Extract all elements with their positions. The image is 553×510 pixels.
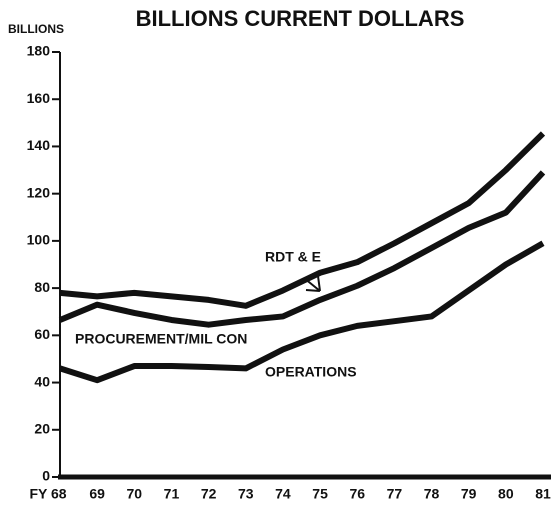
series-label: RDT & E xyxy=(265,249,321,265)
x-tick-label: 79 xyxy=(461,486,477,502)
y-tick-label: 160 xyxy=(27,90,51,106)
x-tick-label: 77 xyxy=(387,486,403,502)
series-label: OPERATIONS xyxy=(265,364,357,380)
y-tick-label: 60 xyxy=(34,326,50,342)
y-tick-label: 120 xyxy=(27,184,51,200)
series-line xyxy=(59,240,545,384)
x-tick-label: 69 xyxy=(89,486,105,502)
series-line xyxy=(59,131,546,309)
y-tick-label: 180 xyxy=(27,43,51,59)
x-tick-label: 72 xyxy=(201,486,217,502)
y-tick-label: 80 xyxy=(34,279,50,295)
y-tick-label: 40 xyxy=(34,373,50,389)
series-label: PROCUREMENT/MIL CON xyxy=(75,331,247,347)
x-tick-label: 76 xyxy=(349,486,365,502)
x-tick-label: 73 xyxy=(238,486,254,502)
chart-title: BILLIONS CURRENT DOLLARS xyxy=(136,6,465,31)
x-tick-label: 81 xyxy=(535,486,551,502)
x-tick-label: 78 xyxy=(424,486,440,502)
x-tick-label: 70 xyxy=(127,486,143,502)
x-tick-label: FY 68 xyxy=(29,486,66,502)
y-axis-label: BILLIONS xyxy=(8,22,64,36)
y-tick-label: 140 xyxy=(27,137,51,153)
x-tick-label: 75 xyxy=(312,486,328,502)
y-tick-label: 20 xyxy=(34,420,50,436)
series-line xyxy=(58,170,546,328)
y-tick-label: 0 xyxy=(42,468,50,484)
x-tick-label: 71 xyxy=(164,486,180,502)
x-tick-label: 80 xyxy=(498,486,514,502)
x-tick-label: 74 xyxy=(275,486,291,502)
y-tick-label: 100 xyxy=(27,232,51,248)
